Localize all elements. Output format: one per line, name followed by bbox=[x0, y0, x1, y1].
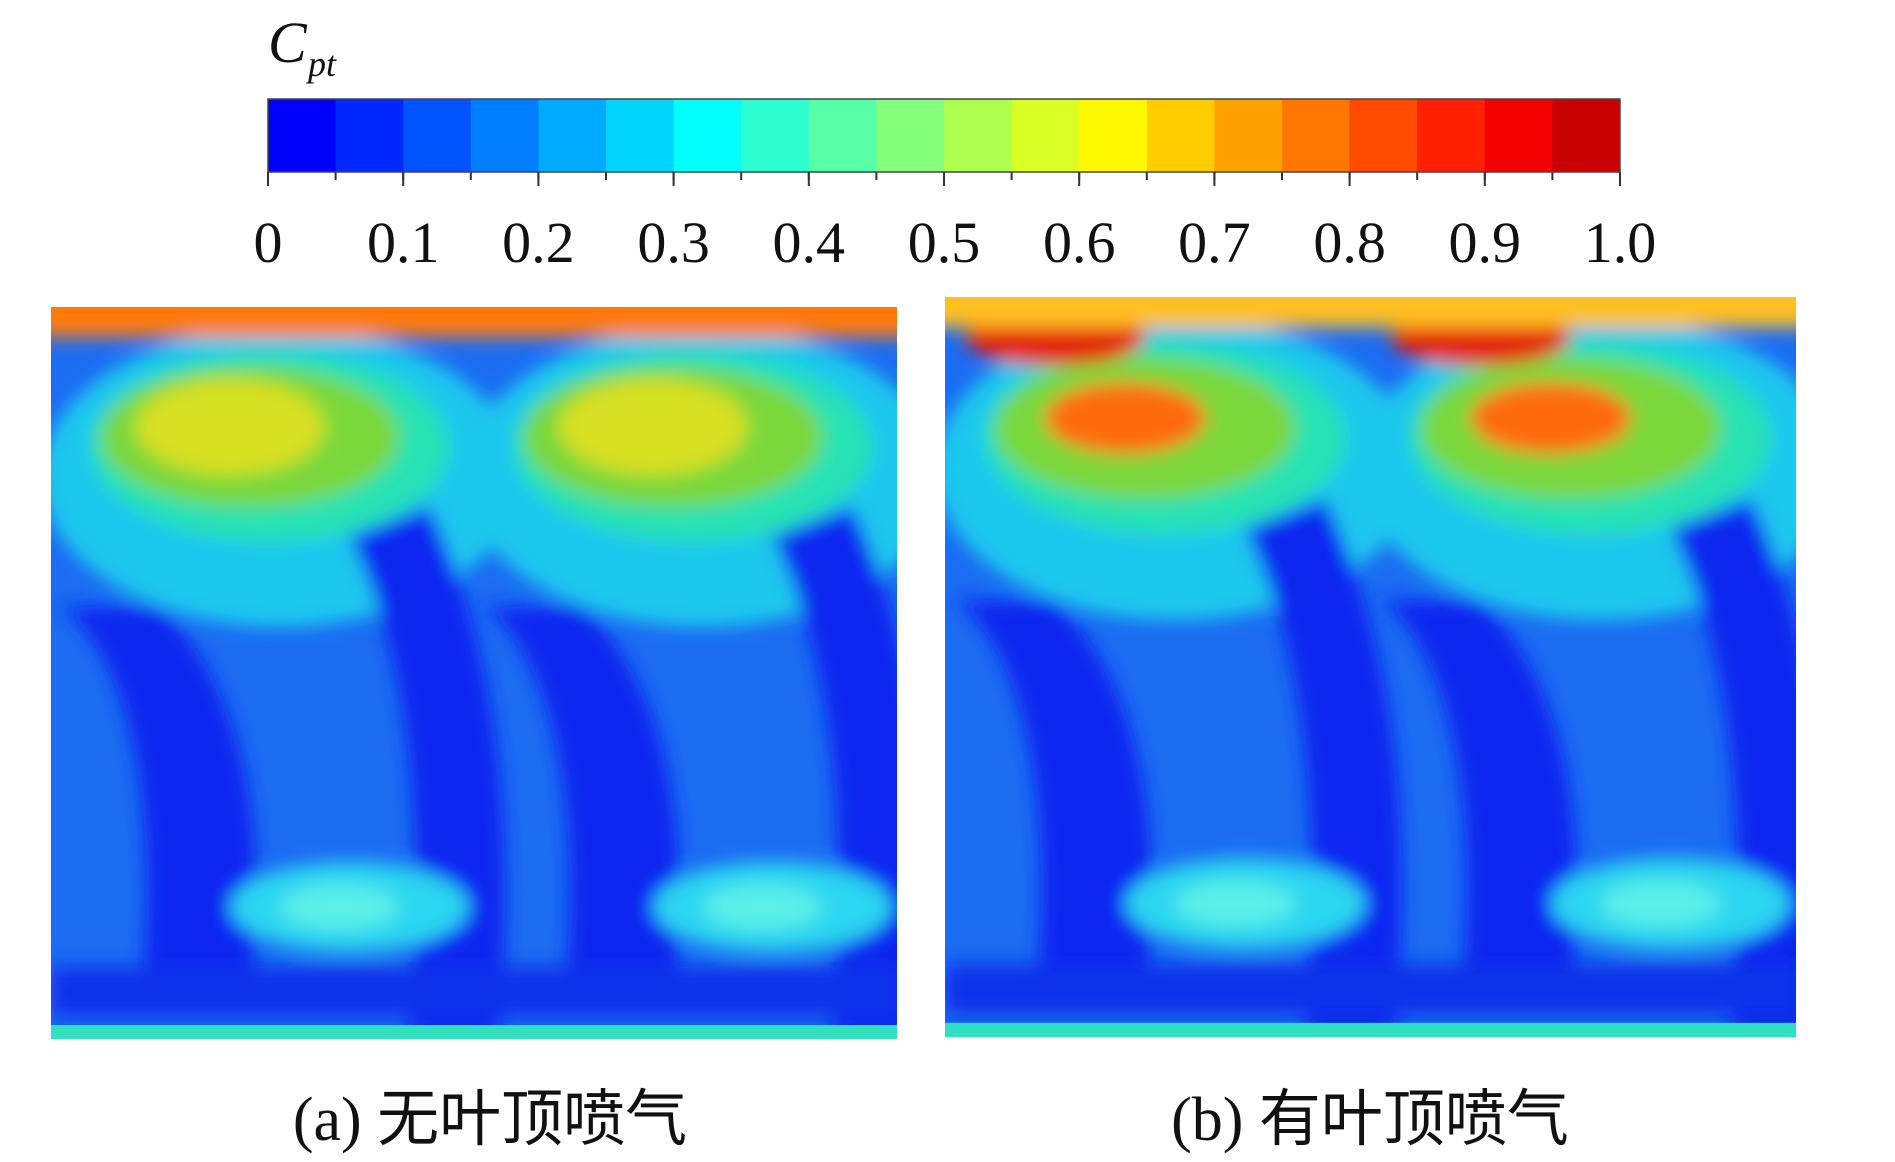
region bbox=[1600, 881, 1721, 926]
colorbar-band bbox=[1146, 99, 1215, 172]
colorbar-band bbox=[1349, 99, 1418, 172]
field-edge bbox=[51, 1025, 897, 1039]
panels bbox=[51, 297, 1796, 1039]
panel-caption: (a) 无叶顶喷气 bbox=[293, 1086, 687, 1154]
colorbar-band bbox=[403, 99, 472, 172]
colorbar-ticks: 0 0.1 0.2 0.3 0.4 0.5 0.6 0.7 0.8 0.9 1.0 bbox=[254, 172, 1657, 275]
contour-field bbox=[51, 307, 897, 1039]
colorbar-band bbox=[1214, 99, 1283, 172]
region bbox=[955, 600, 1152, 1005]
colorbar-band bbox=[268, 99, 337, 172]
colorbar-tick-label: 0.6 bbox=[1043, 210, 1116, 275]
region bbox=[60, 607, 257, 1007]
panel-caption: (b) 有叶顶喷气 bbox=[1171, 1086, 1569, 1154]
colorbar-band bbox=[1079, 99, 1148, 172]
colorbar-tick-label: 0.7 bbox=[1178, 210, 1251, 275]
region bbox=[945, 297, 1796, 328]
colorbar-band bbox=[470, 99, 539, 172]
colorbar-band bbox=[808, 99, 877, 172]
colorbar-band bbox=[876, 99, 945, 172]
region bbox=[558, 379, 748, 475]
colorbar bbox=[267, 98, 1621, 180]
colorbar-band bbox=[944, 99, 1013, 172]
colorbar-band bbox=[335, 99, 404, 172]
region bbox=[483, 607, 680, 1007]
field-shapes bbox=[945, 297, 1796, 1035]
region bbox=[702, 885, 823, 929]
field-edge bbox=[945, 1022, 1796, 1037]
colorbar-band bbox=[1011, 99, 1080, 172]
colorbar-label: C bbox=[268, 10, 308, 75]
colorbar-band bbox=[1417, 99, 1486, 172]
colorbar-band bbox=[1552, 99, 1621, 172]
region bbox=[135, 379, 325, 475]
contour-panel bbox=[51, 307, 897, 1039]
colorbar-tick-label: 0.8 bbox=[1313, 210, 1386, 275]
colorbar-band bbox=[538, 99, 607, 172]
colorbar-tick-label: 1.0 bbox=[1584, 210, 1657, 275]
region bbox=[279, 885, 400, 929]
colorbar-band bbox=[606, 99, 675, 172]
colorbar-tick-label: 0.4 bbox=[773, 210, 846, 275]
field-shapes bbox=[51, 307, 897, 1037]
colorbar-tick-label: 0 bbox=[254, 210, 283, 275]
colorbar-band bbox=[1282, 99, 1351, 172]
region bbox=[51, 307, 897, 337]
region bbox=[1175, 881, 1296, 926]
colorbar-band bbox=[673, 99, 742, 172]
colorbar-band bbox=[1484, 99, 1553, 172]
colorbar-tick-label: 0.9 bbox=[1449, 210, 1522, 275]
colorbar-tick-label: 0.1 bbox=[367, 210, 440, 275]
colorbar-label-sub: pt bbox=[305, 44, 337, 84]
colorbar-tick-label: 0.3 bbox=[637, 210, 710, 275]
colorbar-tick-label: 0.2 bbox=[502, 210, 575, 275]
colorbar-band bbox=[741, 99, 810, 172]
region bbox=[945, 964, 1796, 1015]
region bbox=[51, 967, 897, 1017]
region bbox=[1380, 600, 1577, 1005]
region bbox=[1470, 382, 1631, 454]
contour-field bbox=[945, 297, 1796, 1037]
contour-panel bbox=[945, 297, 1796, 1037]
colorbar-tick-label: 0.5 bbox=[908, 210, 981, 275]
region bbox=[1045, 382, 1206, 454]
